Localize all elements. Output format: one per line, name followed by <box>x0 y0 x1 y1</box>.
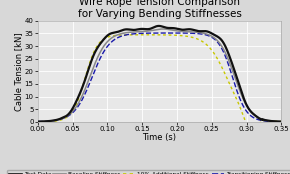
Legend: Test Data, Baseline Stiffness, 10% Additional Stiffness, Transitioning Stiffness: Test Data, Baseline Stiffness, 10% Addit… <box>7 170 290 174</box>
Y-axis label: Cable Tension [kN]: Cable Tension [kN] <box>14 32 23 111</box>
Title: Wire Rope Tension Comparison
for Varying Bending Stiffnesses: Wire Rope Tension Comparison for Varying… <box>77 0 242 19</box>
X-axis label: Time (s): Time (s) <box>142 133 177 142</box>
